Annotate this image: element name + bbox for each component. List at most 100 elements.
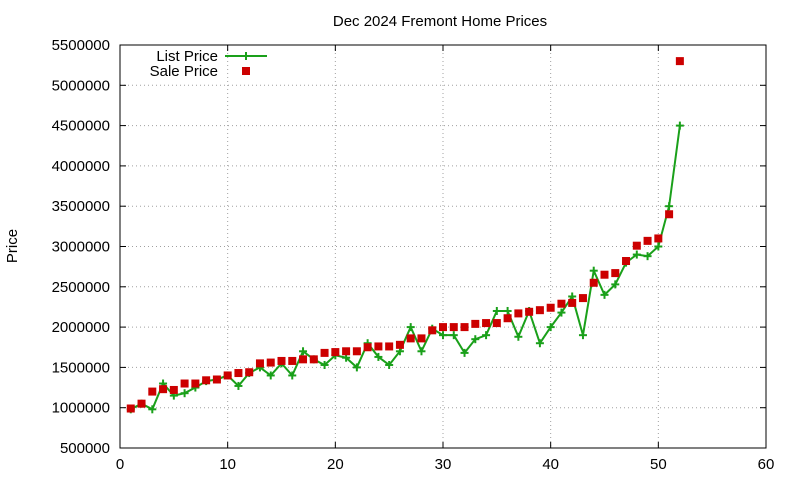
data-point [643,236,652,245]
y-tick-label: 1500000 [52,359,110,376]
y-tick-label: 2000000 [52,319,110,336]
data-point [589,266,598,275]
data-point [482,331,491,340]
data-point [159,385,168,394]
data-point [600,270,609,279]
data-point [320,360,329,369]
data-point [611,269,620,278]
y-tick-label: 4500000 [52,118,110,135]
data-point [503,314,512,323]
data-point [482,319,491,328]
y-tick-label: 2500000 [52,279,110,296]
y-tick-label: 5500000 [52,37,110,54]
x-tick-label: 30 [435,456,452,473]
data-point [589,278,598,287]
data-point [299,347,308,356]
data-point [665,202,674,211]
plot-area [126,57,684,414]
data-point [385,342,394,351]
data-point [632,250,641,259]
series-1 [126,57,684,413]
data-point [385,360,394,369]
data-point [428,326,437,335]
series-line [130,125,681,411]
data-point [126,404,135,413]
data-point [578,331,587,340]
data-point [675,121,684,130]
chart-title: Dec 2024 Fremont Home Prices [333,13,547,30]
y-axis-label: Price [4,229,21,263]
data-point [492,306,501,315]
data-point [439,331,447,340]
data-point [148,387,157,396]
grid [120,45,766,448]
legend-entry: Sale Price [150,63,250,80]
legend-label: List Price [156,48,218,65]
y-tick-label: 4000000 [52,158,110,175]
data-point [169,385,178,394]
data-point [503,306,512,315]
data-point [342,347,351,356]
data-point [675,57,684,66]
data-point [439,323,447,332]
data-point [255,359,264,368]
data-point [578,294,587,303]
data-point [535,339,544,348]
data-point [202,376,211,385]
data-point [374,342,383,351]
y-tick-label: 1000000 [52,400,110,417]
data-point [546,303,555,312]
data-point [137,399,146,408]
data-point [654,242,663,251]
data-point [600,290,609,299]
data-point [514,309,523,318]
data-point [622,257,631,266]
data-point [417,347,426,356]
data-point [449,323,458,332]
data-point [245,368,254,377]
x-tick-label: 40 [542,456,559,473]
data-point [449,331,458,340]
data-point [492,319,501,328]
tick-labels: 0 10 20 30 40 50 60 500000 1000000 1500000 2000000… [52,37,775,473]
data-point [309,355,318,364]
y-tick-label: 500000 [60,440,110,457]
data-point [331,348,340,357]
data-point [632,241,641,250]
x-tick-label: 10 [219,456,236,473]
data-point [406,334,415,343]
data-point [406,323,415,332]
data-point [266,371,275,380]
data-point [665,210,674,219]
data-point [460,323,469,332]
data-point [514,332,523,341]
data-point [234,369,243,378]
y-tick-label: 3500000 [52,198,110,215]
data-point [535,306,544,315]
data-point [288,371,297,380]
data-point [180,379,189,388]
x-tick-label: 0 [116,456,124,473]
legend-marker [242,67,250,75]
data-point [212,375,221,384]
data-point [299,355,308,364]
data-point [471,335,480,344]
x-tick-label: 60 [758,456,775,473]
data-point [352,347,361,356]
data-point [525,307,534,316]
axes [119,44,767,449]
data-point [266,358,275,367]
data-point [374,352,383,361]
data-point [223,371,232,380]
data-point [568,298,577,307]
data-point [471,319,480,328]
data-point [363,343,372,352]
x-tick-label: 50 [650,456,667,473]
data-point [557,299,566,308]
legend-entry: List Price [156,48,267,65]
data-point [352,363,361,372]
data-point [460,348,469,357]
data-point [148,405,157,414]
